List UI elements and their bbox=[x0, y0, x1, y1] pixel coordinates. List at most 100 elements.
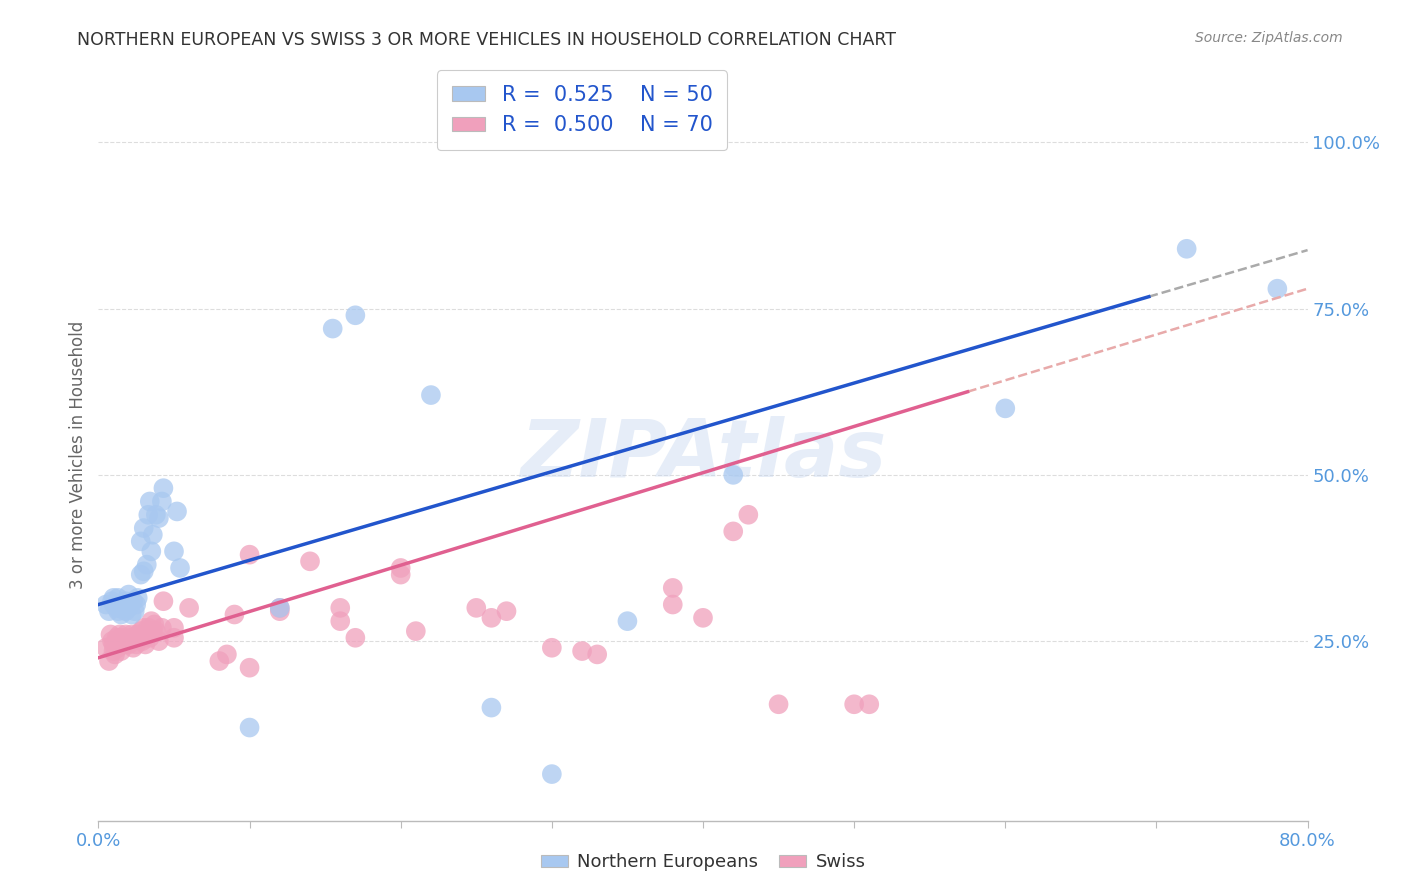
Point bbox=[1175, 242, 1198, 256]
Point bbox=[239, 721, 262, 735]
Point bbox=[142, 527, 165, 541]
Point bbox=[145, 624, 167, 639]
Point bbox=[540, 640, 562, 655]
Point bbox=[98, 604, 121, 618]
Point bbox=[127, 591, 149, 605]
Point bbox=[239, 661, 262, 675]
Point bbox=[586, 648, 609, 662]
Point bbox=[101, 634, 124, 648]
Point bbox=[118, 588, 141, 602]
Legend: Northern Europeans, Swiss: Northern Europeans, Swiss bbox=[533, 847, 873, 879]
Point bbox=[125, 637, 148, 651]
Point bbox=[481, 700, 503, 714]
Point bbox=[105, 631, 128, 645]
Point bbox=[105, 598, 128, 612]
Point bbox=[114, 604, 136, 618]
Text: NORTHERN EUROPEAN VS SWISS 3 OR MORE VEHICLES IN HOUSEHOLD CORRELATION CHART: NORTHERN EUROPEAN VS SWISS 3 OR MORE VEH… bbox=[77, 31, 897, 49]
Point bbox=[105, 600, 128, 615]
Point bbox=[169, 561, 191, 575]
Point bbox=[135, 627, 157, 641]
Point bbox=[481, 611, 503, 625]
Point bbox=[692, 611, 714, 625]
Point bbox=[118, 600, 141, 615]
Point bbox=[495, 604, 517, 618]
Point bbox=[299, 554, 322, 568]
Point bbox=[136, 621, 159, 635]
Point bbox=[129, 624, 152, 639]
Point bbox=[120, 598, 142, 612]
Point bbox=[389, 567, 412, 582]
Point bbox=[111, 634, 134, 648]
Point bbox=[127, 627, 149, 641]
Point bbox=[129, 534, 152, 549]
Point bbox=[737, 508, 759, 522]
Point bbox=[104, 648, 127, 662]
Point bbox=[145, 508, 167, 522]
Point bbox=[152, 481, 174, 495]
Text: Source: ZipAtlas.com: Source: ZipAtlas.com bbox=[1195, 31, 1343, 45]
Point bbox=[420, 388, 443, 402]
Point bbox=[135, 558, 157, 572]
Point bbox=[110, 607, 132, 622]
Point bbox=[121, 607, 143, 622]
Point bbox=[107, 640, 129, 655]
Point bbox=[128, 631, 150, 645]
Point bbox=[571, 644, 593, 658]
Point bbox=[110, 631, 132, 645]
Point bbox=[136, 508, 159, 522]
Point bbox=[858, 698, 880, 712]
Point bbox=[114, 627, 136, 641]
Point bbox=[120, 631, 142, 645]
Point bbox=[103, 591, 125, 605]
Point bbox=[768, 698, 790, 712]
Point bbox=[389, 561, 412, 575]
Point bbox=[108, 627, 131, 641]
Point bbox=[148, 634, 170, 648]
Point bbox=[134, 637, 156, 651]
Point bbox=[125, 598, 148, 612]
Point bbox=[269, 600, 291, 615]
Point bbox=[269, 604, 291, 618]
Point bbox=[132, 521, 155, 535]
Point bbox=[132, 631, 155, 645]
Point bbox=[107, 591, 129, 605]
Point bbox=[100, 627, 122, 641]
Point bbox=[94, 598, 117, 612]
Point bbox=[208, 654, 231, 668]
Point bbox=[150, 621, 173, 635]
Point bbox=[124, 604, 146, 618]
Point bbox=[150, 494, 173, 508]
Point bbox=[139, 494, 162, 508]
Point bbox=[132, 621, 155, 635]
Point bbox=[110, 644, 132, 658]
Point bbox=[103, 644, 125, 658]
Point bbox=[115, 634, 138, 648]
Point bbox=[844, 698, 866, 712]
Text: ZIPAtlas: ZIPAtlas bbox=[520, 416, 886, 494]
Point bbox=[112, 637, 135, 651]
Point bbox=[344, 631, 367, 645]
Point bbox=[163, 631, 186, 645]
Point bbox=[139, 631, 162, 645]
Point bbox=[224, 607, 246, 622]
Point bbox=[94, 640, 117, 655]
Point bbox=[405, 624, 427, 639]
Point bbox=[110, 600, 132, 615]
Point bbox=[239, 548, 262, 562]
Point bbox=[111, 600, 134, 615]
Point bbox=[994, 401, 1017, 416]
Point bbox=[101, 594, 124, 608]
Point bbox=[329, 600, 352, 615]
Point bbox=[141, 544, 163, 558]
Legend: R =  0.525    N = 50, R =  0.500    N = 70: R = 0.525 N = 50, R = 0.500 N = 70 bbox=[437, 70, 727, 150]
Point bbox=[152, 594, 174, 608]
Point bbox=[661, 581, 683, 595]
Point bbox=[179, 600, 201, 615]
Point bbox=[114, 594, 136, 608]
Point bbox=[616, 614, 638, 628]
Point bbox=[322, 321, 344, 335]
Point bbox=[107, 604, 129, 618]
Point bbox=[143, 617, 166, 632]
Point bbox=[122, 640, 145, 655]
Point bbox=[118, 637, 141, 651]
